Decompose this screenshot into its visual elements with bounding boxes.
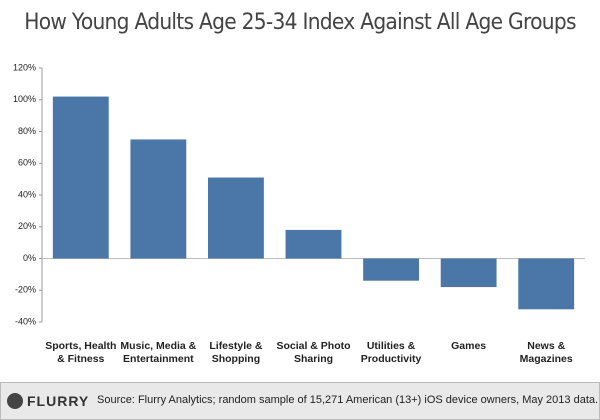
bar xyxy=(285,229,342,259)
y-tick-label: 40% xyxy=(18,189,36,199)
bar xyxy=(208,177,264,259)
y-tick-label: 100% xyxy=(13,94,36,104)
y-tick-label: 120% xyxy=(13,62,36,72)
logo: FLURRY xyxy=(27,393,90,409)
x-tick-label: Social & Photo Sharing xyxy=(276,340,351,365)
footer: FLURRY Source: Flurry Analytics; random … xyxy=(0,382,600,420)
x-tick-label: Sports, Health & Fitness xyxy=(45,340,117,365)
y-tick-label: 60% xyxy=(18,158,36,168)
x-tick-label: Utilities & Productivity xyxy=(360,340,422,365)
y-tick-label: 80% xyxy=(18,126,36,136)
x-tick-label: Games xyxy=(451,340,487,352)
y-tick-label: 0% xyxy=(23,253,36,263)
logo-icon xyxy=(7,393,23,409)
chart-title: How Young Adults Age 25-34 Index Against… xyxy=(24,10,576,35)
x-tick-label: Lifestyle & Shopping xyxy=(209,340,263,365)
y-tick-label: 20% xyxy=(18,221,36,231)
source-note: Source: Flurry Analytics; random sample … xyxy=(97,394,599,406)
bar xyxy=(363,258,419,281)
chart: -40% -20% 0% 20% 40% 60% 80% 100% 120% xyxy=(13,62,585,326)
bar xyxy=(440,258,497,288)
bar xyxy=(518,258,575,310)
y-tick-label: -20% xyxy=(15,285,36,295)
x-tick-label: News & Magazines xyxy=(519,340,573,365)
y-tick-label: -40% xyxy=(15,316,36,326)
x-tick-label: Music, Media & Entertainment xyxy=(120,340,197,365)
bar xyxy=(52,96,109,259)
bar xyxy=(130,139,187,259)
